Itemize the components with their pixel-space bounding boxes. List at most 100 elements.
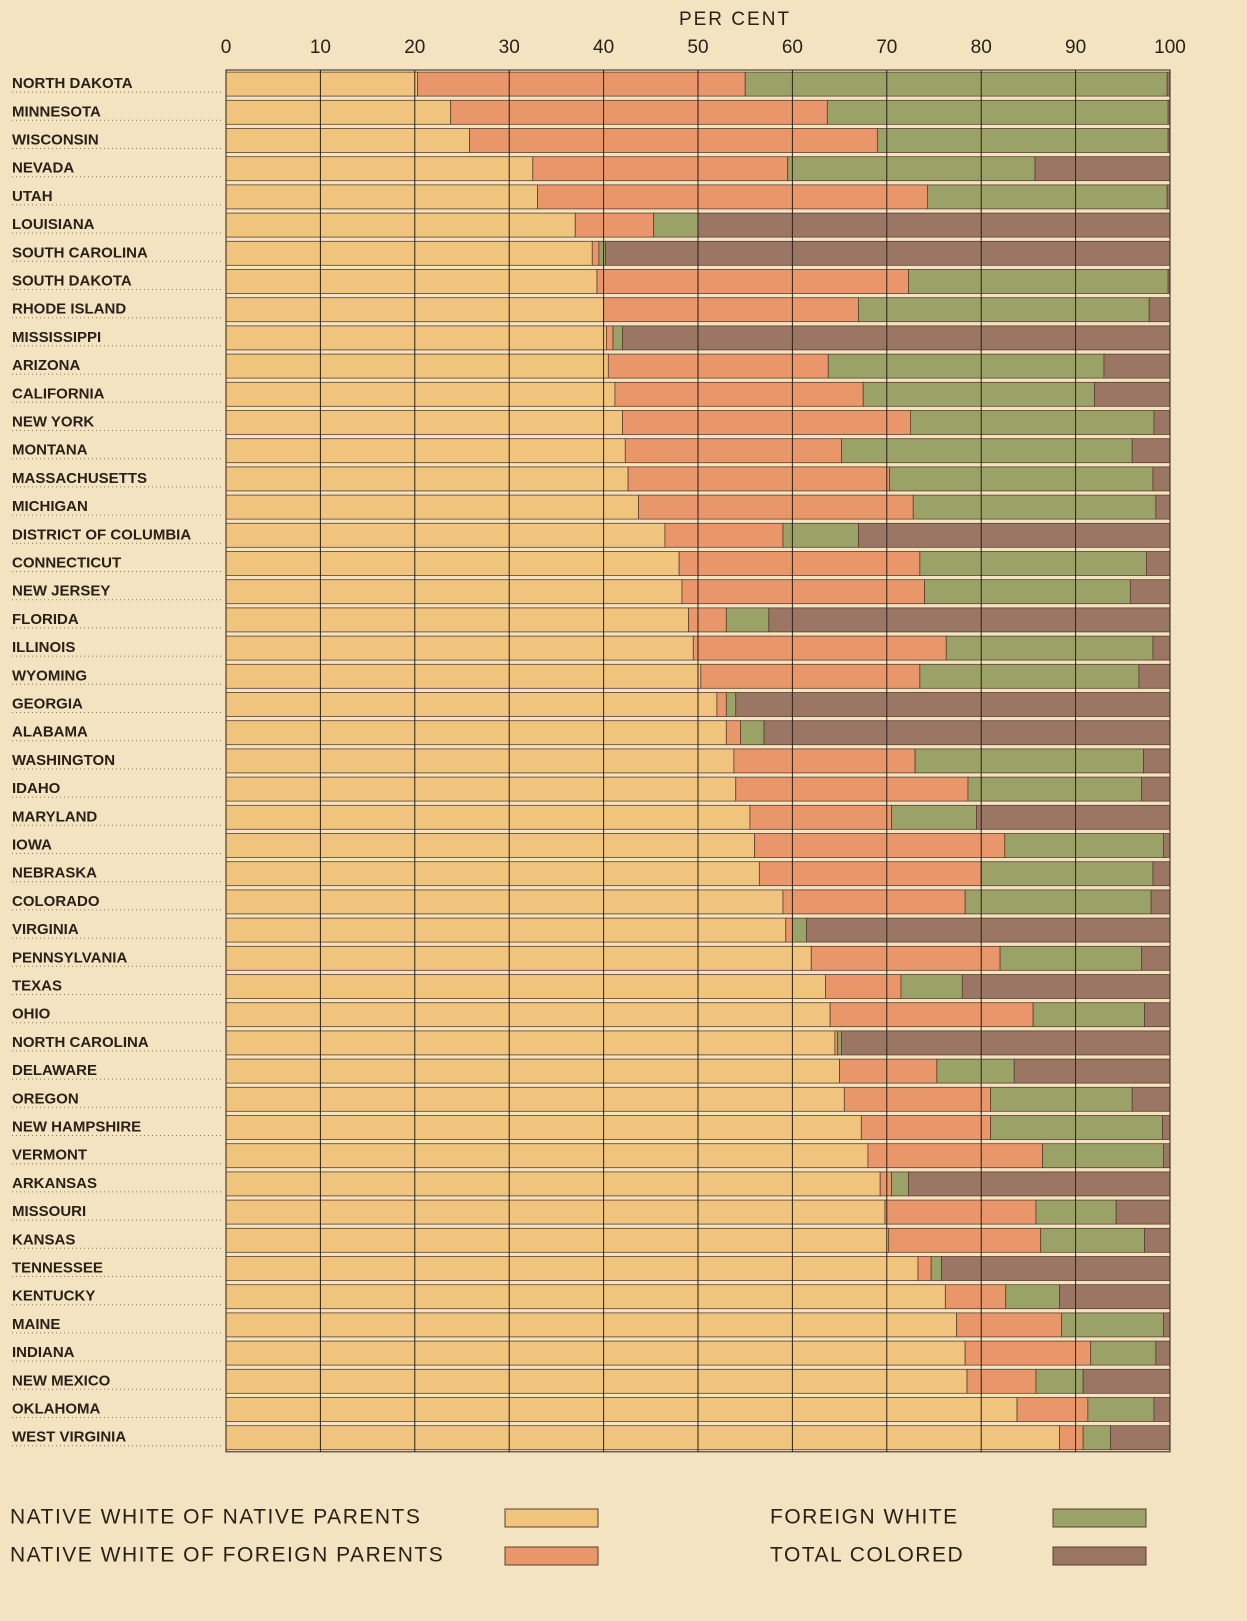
- bar-segment: [839, 1058, 938, 1084]
- bar-segment: [716, 692, 727, 717]
- bar-segment: [678, 551, 921, 576]
- bar-segment: [1082, 1368, 1171, 1394]
- category-label: CALIFORNIA: [12, 385, 105, 402]
- bar-segment: [884, 1199, 1037, 1225]
- bar-segment: [225, 720, 727, 746]
- x-tick-label: 80: [971, 37, 992, 58]
- bar-segment: [754, 833, 1006, 858]
- bar-segment: [1059, 1284, 1171, 1310]
- bar-segment: [225, 974, 826, 999]
- bar-segment: [225, 1002, 831, 1028]
- bar-segment: [225, 1086, 845, 1112]
- bar-segment: [417, 71, 746, 97]
- category-label: MASSACHUSETTS: [12, 470, 147, 487]
- bar-segment: [622, 325, 1171, 351]
- bar-segment: [1162, 1143, 1171, 1169]
- bar-segment: [843, 1086, 992, 1112]
- bar-segment: [225, 212, 576, 238]
- bar-segment: [891, 1171, 909, 1197]
- bar-segment: [653, 212, 699, 238]
- category-label: OHIO: [12, 1006, 51, 1023]
- bar-segment: [829, 1002, 1034, 1028]
- bar-segment: [1148, 297, 1171, 323]
- category-label: NEW YORK: [12, 413, 94, 430]
- bar-segment: [612, 325, 623, 351]
- bar-segment: [806, 917, 1171, 943]
- bar-segment: [744, 71, 1168, 97]
- bar-segment: [225, 1227, 890, 1253]
- bar-segment: [841, 438, 1133, 464]
- category-label: WEST VIRGINIA: [12, 1429, 126, 1446]
- bar-segment: [225, 551, 680, 576]
- category-label: OKLAHOMA: [12, 1400, 100, 1417]
- bar-segment: [1129, 579, 1171, 605]
- bar-segment: [225, 1115, 862, 1140]
- bar-segment: [858, 522, 1171, 548]
- bar-segment: [834, 1030, 839, 1056]
- bar-segment: [1131, 438, 1171, 464]
- x-tick-label: 10: [310, 37, 331, 58]
- bar-segment: [688, 607, 727, 633]
- legend-swatch: [504, 1546, 599, 1566]
- category-label: INDIANA: [12, 1344, 75, 1361]
- plot-frame: [225, 69, 1171, 1453]
- bar-segment: [990, 1115, 1163, 1140]
- bar-segment: [961, 974, 1171, 999]
- bar-segment: [664, 522, 784, 548]
- bar-segment: [735, 692, 1171, 717]
- bar-segment: [1141, 776, 1171, 802]
- bar-segment: [469, 128, 878, 153]
- bar-segment: [598, 240, 606, 266]
- bar-segment: [1162, 1312, 1171, 1338]
- bar-segment: [225, 269, 598, 294]
- bar-segment: [225, 663, 702, 689]
- bar-segment: [225, 1199, 886, 1225]
- bar-segment: [1061, 1312, 1164, 1338]
- bar-segment: [889, 466, 1154, 492]
- category-label: TEXAS: [12, 977, 62, 994]
- category-label: ALABAMA: [12, 724, 88, 741]
- bar-segment: [225, 804, 751, 830]
- bar-segment: [976, 804, 1171, 830]
- bar-segment: [1155, 1340, 1171, 1366]
- bar-segment: [980, 861, 1154, 887]
- bar-segment: [225, 1171, 881, 1197]
- category-label: ARKANSAS: [12, 1175, 97, 1192]
- bar-segment: [591, 240, 600, 266]
- bar-segment: [990, 1086, 1133, 1112]
- bar-segment: [936, 1058, 1015, 1084]
- bar-segment: [876, 128, 1169, 153]
- bar-segment: [225, 1425, 1060, 1451]
- bar-segment: [225, 410, 623, 435]
- bar-segment: [1032, 1002, 1145, 1028]
- category-label: CONNECTICUT: [12, 554, 121, 571]
- bar-segment: [225, 466, 629, 492]
- category-label: KENTUCKY: [12, 1288, 95, 1305]
- bar-segment: [225, 889, 784, 915]
- bar-segment: [919, 551, 1147, 576]
- bar-segment: [225, 1340, 966, 1366]
- bar-segment: [1016, 1397, 1089, 1422]
- category-label: NEW JERSEY: [12, 583, 110, 600]
- bar-segment: [944, 1284, 1007, 1310]
- category-label: MISSOURI: [12, 1203, 86, 1220]
- category-label: MARYLAND: [12, 808, 97, 825]
- bar-segment: [725, 692, 737, 717]
- category-label: MINNESOTA: [12, 103, 101, 120]
- bar-segment: [700, 663, 921, 689]
- bar-segment: [1146, 551, 1171, 576]
- category-label: DELAWARE: [12, 1062, 97, 1079]
- bar-segment: [924, 579, 1131, 605]
- bar-segment: [225, 184, 538, 210]
- category-label: WISCONSIN: [12, 131, 99, 148]
- bar-segment: [1103, 353, 1171, 379]
- bar-segment: [841, 1030, 1171, 1056]
- bar-segment: [858, 297, 1150, 323]
- bar-segment: [1090, 1340, 1157, 1366]
- category-label: MICHIGAN: [12, 498, 88, 515]
- bar-segment: [607, 353, 829, 379]
- bar-segment: [926, 184, 1168, 210]
- bar-segment: [606, 325, 614, 351]
- category-label: PENNSYLVANIA: [12, 949, 127, 966]
- bar-segment: [622, 410, 911, 435]
